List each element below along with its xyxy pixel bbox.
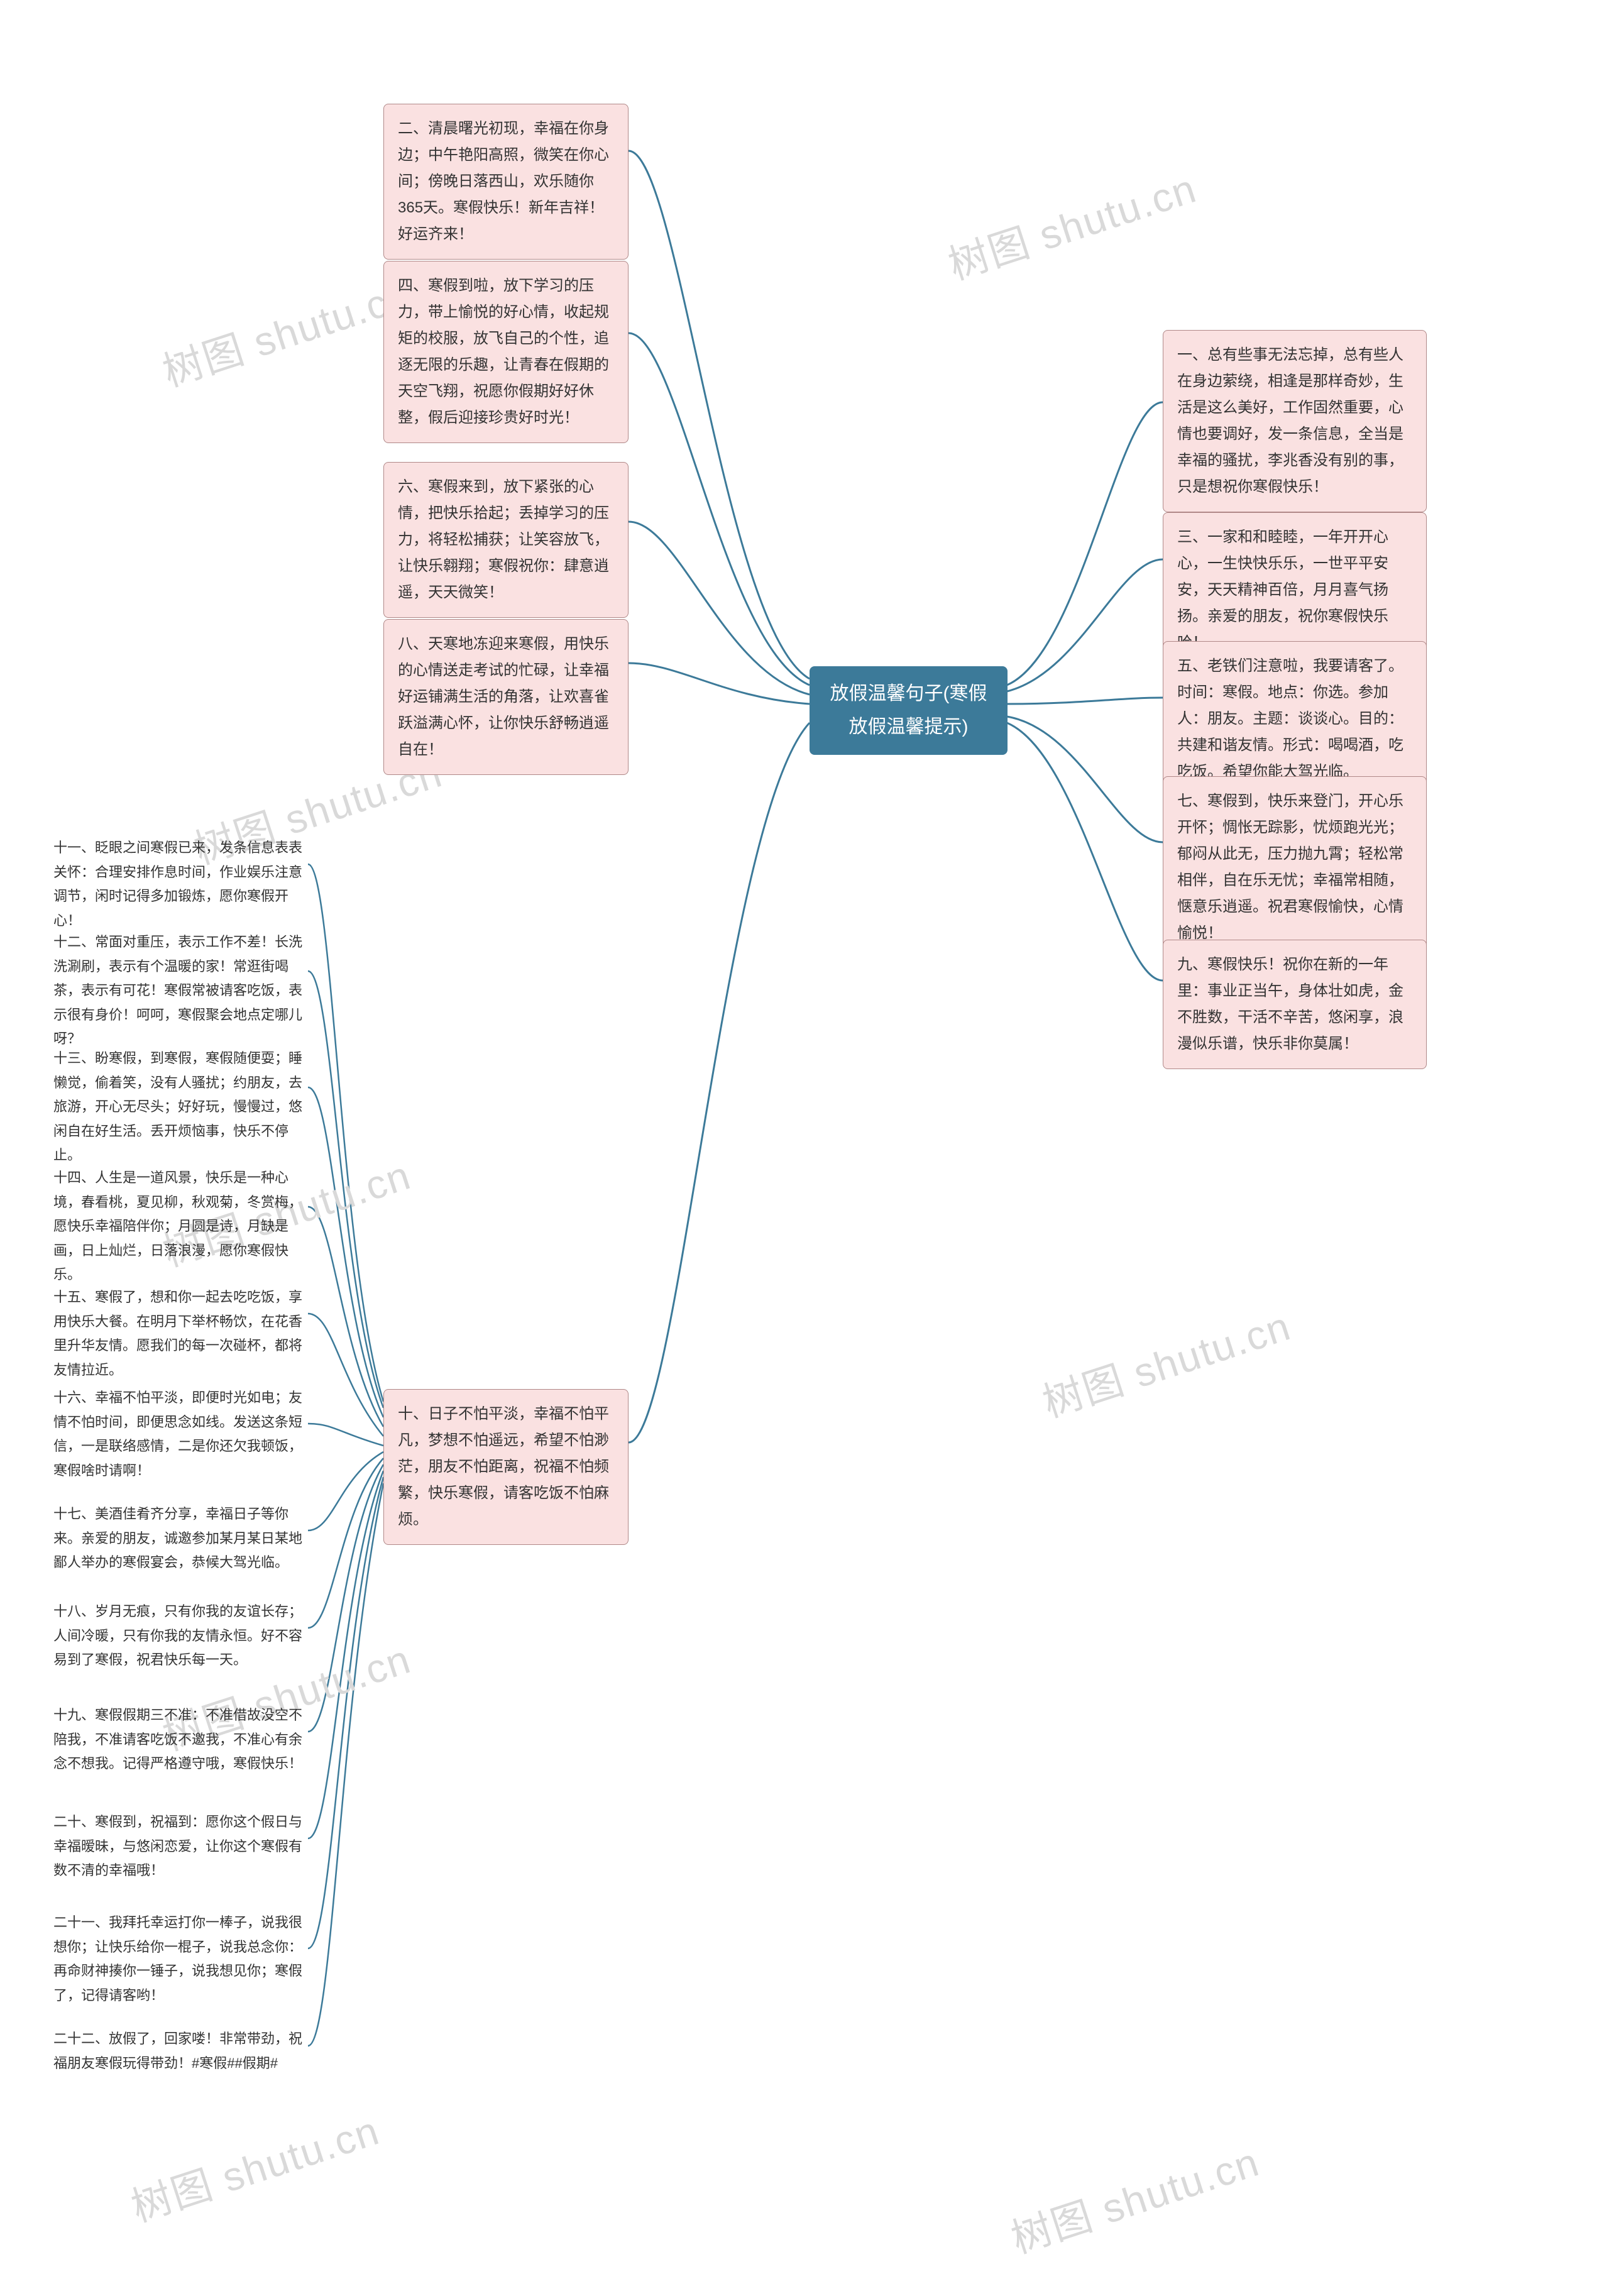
node-text: 九、寒假快乐！祝你在新的一年里：事业正当午，身体壮如虎，金不胜数，干活不辛苦，悠… bbox=[1177, 956, 1403, 1052]
right-node-1[interactable]: 一、总有些事无法忘掉，总有些人在身边萦绕，相逢是那样奇妙，生活是这么美好，工作固… bbox=[1163, 330, 1427, 512]
node-text: 十三、盼寒假，到寒假，寒假随便耍；睡懒觉，偷着笑，没有人骚扰；约朋友，去旅游，开… bbox=[53, 1050, 302, 1163]
right-node-5[interactable]: 五、老铁们注意啦，我要请客了。时间：寒假。地点：你选。参加人：朋友。主题：谈谈心… bbox=[1163, 641, 1427, 797]
node-text: 十八、岁月无痕，只有你我的友谊长存；人间冷暖，只有你我的友情永恒。好不容易到了寒… bbox=[53, 1603, 302, 1667]
plain-node-13[interactable]: 十三、盼寒假，到寒假，寒假随便耍；睡懒觉，偷着笑，没有人骚扰；约朋友，去旅游，开… bbox=[53, 1040, 308, 1174]
left-node-4[interactable]: 四、寒假到啦，放下学习的压力，带上愉悦的好心情，收起规矩的校服，放飞自己的个性，… bbox=[383, 261, 629, 443]
node-text: 七、寒假到，快乐来登门，开心乐开怀；惆怅无踪影，忧烦跑光光；郁闷从此无，压力抛九… bbox=[1177, 793, 1403, 942]
center-title: 放假温馨句子(寒假放假温馨提示) bbox=[830, 683, 987, 737]
right-node-7[interactable]: 七、寒假到，快乐来登门，开心乐开怀；惆怅无踪影，忧烦跑光光；郁闷从此无，压力抛九… bbox=[1163, 776, 1427, 958]
plain-node-16[interactable]: 十六、幸福不怕平淡，即便时光如电；友情不怕时间，即便思念如线。发送这条短信，一是… bbox=[53, 1380, 308, 1489]
plain-node-20[interactable]: 二十、寒假到，祝福到：愿你这个假日与幸福暧昧，与悠闲恋爱，让你这个寒假有数不清的… bbox=[53, 1804, 308, 1889]
plain-node-14[interactable]: 十四、人生是一道风景，快乐是一种心境，春看桃，夏见柳，秋观菊，冬赏梅，愿快乐幸福… bbox=[53, 1160, 308, 1294]
node-text: 二十一、我拜托幸运打你一棒子，说我很想你；让快乐给你一棍子，说我总念你：再命财神… bbox=[53, 1914, 302, 2003]
left-node-6[interactable]: 六、寒假来到，放下紧张的心情，把快乐拾起；丢掉学习的压力，将轻松捕获；让笑容放飞… bbox=[383, 462, 629, 618]
node-text: 六、寒假来到，放下紧张的心情，把快乐拾起；丢掉学习的压力，将轻松捕获；让笑容放飞… bbox=[398, 478, 609, 601]
watermark: 树图 shutu.cn bbox=[155, 263, 417, 398]
watermark: 树图 shutu.cn bbox=[940, 157, 1203, 291]
node-text: 二十二、放假了，回家喽！非常带劲，祝福朋友寒假玩得带劲！#寒假##假期# bbox=[53, 2031, 302, 2071]
watermark: 树图 shutu.cn bbox=[123, 2099, 386, 2233]
left-node-8[interactable]: 八、天寒地冻迎来寒假，用快乐的心情送走考试的忙碌，让幸福好运铺满生活的角落，让欢… bbox=[383, 619, 629, 775]
node-text: 八、天寒地冻迎来寒假，用快乐的心情送走考试的忙碌，让幸福好运铺满生活的角落，让欢… bbox=[398, 635, 609, 758]
plain-node-15[interactable]: 十五、寒假了，想和你一起去吃吃饭，享用快乐大餐。在明月下举杯畅饮，在花香里升华友… bbox=[53, 1279, 308, 1388]
left-node-2[interactable]: 二、清晨曙光初现，幸福在你身边；中午艳阳高照，微笑在你心间；傍晚日落西山，欢乐随… bbox=[383, 104, 629, 260]
plain-node-12[interactable]: 十二、常面对重压，表示工作不差！长洗洗涮刷，表示有个温暖的家！常逛街喝茶，表示有… bbox=[53, 924, 308, 1058]
node-text: 二十、寒假到，祝福到：愿你这个假日与幸福暧昧，与悠闲恋爱，让你这个寒假有数不清的… bbox=[53, 1814, 302, 1878]
node-text: 十、日子不怕平淡，幸福不怕平凡，梦想不怕遥远，希望不怕渺茫，朋友不怕距离，祝福不… bbox=[398, 1405, 609, 1528]
node-text: 十六、幸福不怕平淡，即便时光如电；友情不怕时间，即便思念如线。发送这条短信，一是… bbox=[53, 1390, 302, 1478]
watermark: 树图 shutu.cn bbox=[1003, 2130, 1266, 2265]
plain-node-22[interactable]: 二十二、放假了，回家喽！非常带劲，祝福朋友寒假玩得带劲！#寒假##假期# bbox=[53, 2021, 308, 2082]
node-text: 十九、寒假假期三不准：不准借故没空不陪我，不准请客吃饭不邀我，不准心有余念不想我… bbox=[53, 1707, 302, 1771]
node-text: 十七、美酒佳肴齐分享，幸福日子等你来。亲爱的朋友，诚邀参加某月某日某地鄙人举办的… bbox=[53, 1506, 302, 1570]
node-text: 二、清晨曙光初现，幸福在你身边；中午艳阳高照，微笑在你心间；傍晚日落西山，欢乐随… bbox=[398, 120, 609, 243]
plain-node-18[interactable]: 十八、岁月无痕，只有你我的友谊长存；人间冷暖，只有你我的友情永恒。好不容易到了寒… bbox=[53, 1593, 308, 1679]
node-text: 十二、常面对重压，表示工作不差！长洗洗涮刷，表示有个温暖的家！常逛街喝茶，表示有… bbox=[53, 934, 302, 1046]
node-text: 十四、人生是一道风景，快乐是一种心境，春看桃，夏见柳，秋观菊，冬赏梅，愿快乐幸福… bbox=[53, 1170, 302, 1282]
node-text: 十五、寒假了，想和你一起去吃吃饭，享用快乐大餐。在明月下举杯畅饮，在花香里升华友… bbox=[53, 1289, 302, 1378]
center-node[interactable]: 放假温馨句子(寒假放假温馨提示) bbox=[810, 666, 1008, 755]
node-text: 五、老铁们注意啦，我要请客了。时间：寒假。地点：你选。参加人：朋友。主题：谈谈心… bbox=[1177, 657, 1403, 780]
left-node-10[interactable]: 十、日子不怕平淡，幸福不怕平凡，梦想不怕遥远，希望不怕渺茫，朋友不怕距离，祝福不… bbox=[383, 1389, 629, 1545]
plain-node-19[interactable]: 十九、寒假假期三不准：不准借故没空不陪我，不准请客吃饭不邀我，不准心有余念不想我… bbox=[53, 1697, 308, 1782]
node-text: 十一、眨眼之间寒假已来，发条信息表表关怀：合理安排作息时间，作业娱乐注意调节，闲… bbox=[53, 840, 302, 928]
node-text: 一、总有些事无法忘掉，总有些人在身边萦绕，相逢是那样奇妙，生活是这么美好，工作固… bbox=[1177, 346, 1403, 495]
watermark: 树图 shutu.cn bbox=[1035, 1294, 1297, 1429]
node-text: 四、寒假到啦，放下学习的压力，带上愉悦的好心情，收起规矩的校服，放飞自己的个性，… bbox=[398, 277, 609, 426]
node-text: 三、一家和和睦睦，一年开开心心，一生快快乐乐，一世平平安安，天天精神百倍，月月喜… bbox=[1177, 529, 1388, 651]
plain-node-17[interactable]: 十七、美酒佳肴齐分享，幸福日子等你来。亲爱的朋友，诚邀参加某月某日某地鄙人举办的… bbox=[53, 1496, 308, 1581]
plain-node-21[interactable]: 二十一、我拜托幸运打你一棒子，说我很想你；让快乐给你一棍子，说我总念你：再命财神… bbox=[53, 1904, 308, 2014]
right-node-9[interactable]: 九、寒假快乐！祝你在新的一年里：事业正当午，身体壮如虎，金不胜数，干活不辛苦，悠… bbox=[1163, 940, 1427, 1069]
plain-node-11[interactable]: 十一、眨眼之间寒假已来，发条信息表表关怀：合理安排作息时间，作业娱乐注意调节，闲… bbox=[53, 830, 308, 939]
